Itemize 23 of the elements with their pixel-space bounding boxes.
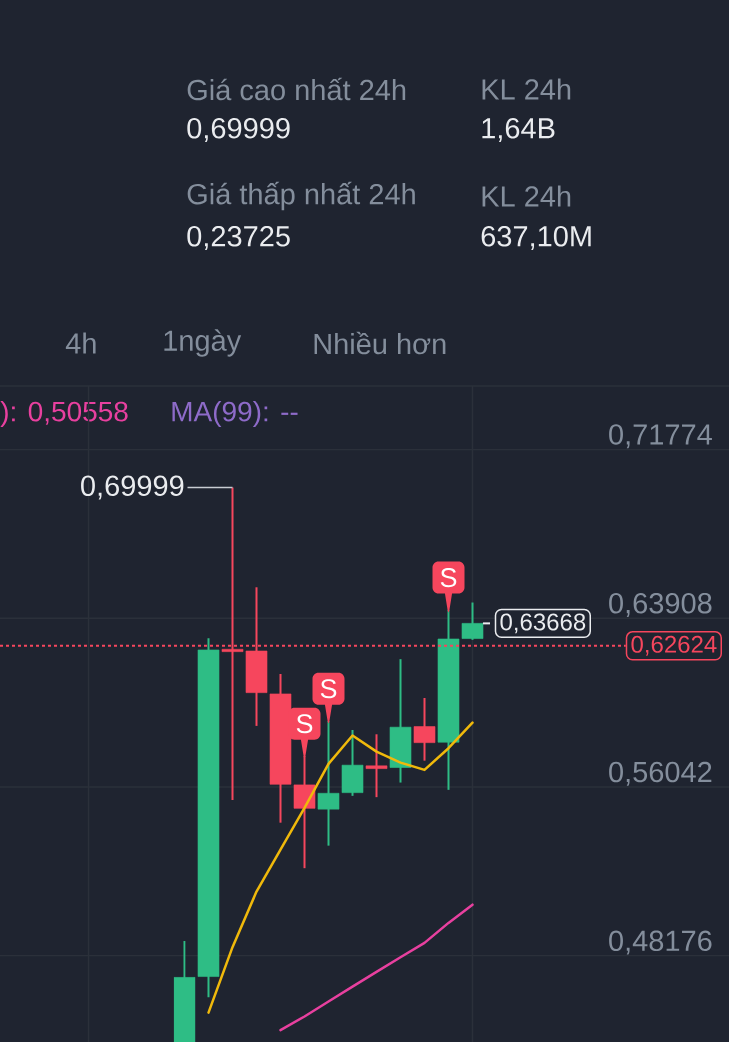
text: ): 0,50558 — [0, 400, 128, 428]
y-tick-label: 0,48176 — [609, 930, 712, 955]
y-tick-label: 0,63908 — [609, 592, 712, 617]
annotation: S — [440, 568, 457, 588]
y-tick-label: 0,71774 — [609, 424, 712, 449]
text: 0,69999 — [187, 118, 290, 142]
text: 637,10M — [481, 226, 591, 250]
text: Nhiều hơn — [314, 331, 446, 355]
annotation: MA(99): -- — [172, 400, 298, 428]
text: KL 24h — [482, 185, 571, 207]
text: 1,64B — [482, 118, 555, 142]
text: KL 24h — [482, 78, 571, 100]
text: 4h — [65, 332, 96, 354]
annotation: 0,69999 — [81, 475, 184, 500]
annotation: S — [320, 679, 337, 699]
text: Giá cao nhất 24h — [187, 77, 406, 101]
text: 1ngày — [164, 329, 242, 357]
text: 0,23725 — [187, 226, 290, 250]
ref-line-label: 0,62624 — [631, 635, 717, 656]
ref-line-label: 0,63668 — [500, 613, 586, 634]
annotation: S — [296, 714, 313, 734]
text: Giá thấp nhất 24h — [187, 181, 415, 211]
y-tick-label: 0,56042 — [609, 761, 712, 786]
